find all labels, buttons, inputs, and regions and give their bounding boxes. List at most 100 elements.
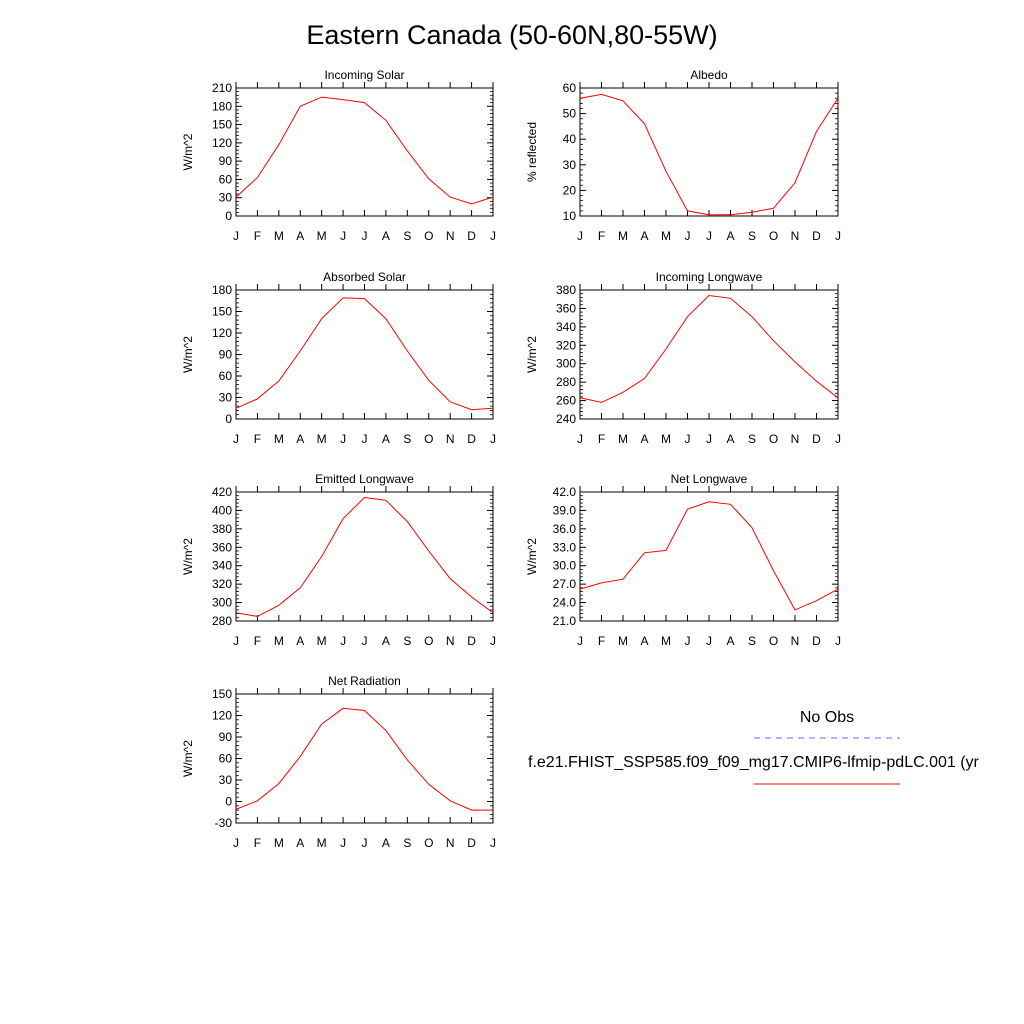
y-tick-label: 260	[556, 394, 576, 408]
y-tick-label: 90	[219, 348, 233, 362]
series-line-incoming-longwave	[579, 294, 839, 403]
panel-title: Net Longwave	[671, 472, 748, 486]
x-tick-label: D	[467, 836, 476, 850]
x-tick-label: N	[446, 836, 455, 850]
y-tick-label: 0	[225, 412, 232, 426]
panel-incoming-solar: Incoming Solar W/m^2 0 30 60 90 120 150 180 210 J F…	[181, 68, 496, 243]
series-line-incoming-solar	[235, 96, 494, 205]
x-tick-label: D	[467, 229, 476, 243]
x-tick-label: J	[577, 229, 583, 243]
series-line-absorbed-solar	[235, 297, 494, 411]
x-tick-label: J	[706, 432, 712, 446]
x-tick-label: J	[490, 432, 496, 446]
x-tick-label: O	[424, 836, 433, 850]
x-tick-label: M	[317, 836, 327, 850]
panel-net-longwave: Net Longwave W/m^2 21.0 24.0 27.0 30.0 33.0 36.…	[525, 472, 841, 648]
figure-title: Eastern Canada (50-60N,80-55W)	[306, 20, 718, 50]
x-tick-label: J	[577, 432, 583, 446]
y-tick-label: 180	[212, 283, 232, 297]
x-tick-label: D	[467, 634, 476, 648]
x-tick-label: N	[791, 432, 800, 446]
y-tick-label: 10	[563, 209, 577, 223]
y-tick-label: 180	[212, 99, 232, 113]
x-tick-label: D	[812, 229, 821, 243]
x-tick-label: M	[274, 634, 284, 648]
y-tick-label: 400	[212, 503, 232, 517]
x-tick-label: A	[640, 634, 648, 648]
y-tick-label: 36.0	[553, 522, 577, 536]
x-tick-label: D	[812, 432, 821, 446]
x-tick-label: J	[340, 432, 346, 446]
x-tick-label: J	[685, 229, 691, 243]
y-tick-label: 39.0	[553, 503, 577, 517]
x-tick-label: D	[467, 432, 476, 446]
y-tick-label: 90	[219, 730, 233, 744]
x-tick-label: A	[382, 432, 390, 446]
y-tick-label: 320	[212, 577, 232, 591]
y-axis-label: W/m^2	[181, 133, 195, 170]
x-tick-label: S	[403, 229, 411, 243]
y-tick-label: 150	[212, 118, 232, 132]
x-tick-label: N	[446, 432, 455, 446]
y-tick-label: 60	[219, 369, 233, 383]
panels-group: Incoming Solar W/m^2 0 30 60 90 120 150 180 210 J F…	[181, 68, 841, 850]
x-tick-label: M	[274, 432, 284, 446]
x-tick-label: J	[685, 432, 691, 446]
x-tick-label: J	[685, 634, 691, 648]
x-tick-label: N	[446, 229, 455, 243]
x-tick-label: J	[490, 229, 496, 243]
x-tick-label: J	[835, 634, 841, 648]
y-tick-label: 150	[212, 687, 232, 701]
series-line-emitted-longwave	[235, 496, 494, 617]
x-tick-label: J	[340, 229, 346, 243]
x-tick-label: N	[791, 634, 800, 648]
x-tick-label: S	[403, 634, 411, 648]
x-tick-label: J	[490, 634, 496, 648]
plot-frame	[235, 491, 494, 622]
x-tick-label: A	[296, 432, 304, 446]
x-tick-label: J	[233, 229, 239, 243]
y-tick-label: 360	[212, 540, 232, 554]
y-tick-label: 300	[212, 596, 232, 610]
x-tick-label: F	[254, 432, 261, 446]
x-tick-label: J	[362, 432, 368, 446]
x-tick-label: A	[296, 229, 304, 243]
x-tick-label: A	[296, 836, 304, 850]
x-tick-label: J	[340, 836, 346, 850]
x-tick-label: O	[424, 432, 433, 446]
y-tick-label: 210	[212, 81, 232, 95]
y-tick-label: 30.0	[553, 559, 577, 573]
x-tick-label: M	[274, 229, 284, 243]
y-tick-label: 120	[212, 326, 232, 340]
plot-frame	[579, 289, 839, 420]
x-tick-label: J	[577, 634, 583, 648]
y-tick-label: 30	[219, 391, 233, 405]
x-tick-label: J	[835, 229, 841, 243]
y-tick-label: 60	[219, 752, 233, 766]
y-tick-label: 42.0	[553, 485, 577, 499]
series-line-albedo	[579, 93, 839, 216]
x-tick-label: M	[618, 432, 628, 446]
plot-frame	[235, 289, 494, 420]
x-tick-label: N	[791, 229, 800, 243]
panel-title: Incoming Longwave	[656, 270, 763, 284]
y-tick-label: 30	[219, 191, 233, 205]
x-tick-label: F	[254, 836, 261, 850]
x-tick-label: J	[362, 634, 368, 648]
x-tick-label: A	[640, 229, 648, 243]
y-tick-label: 90	[219, 154, 233, 168]
x-tick-label: F	[254, 229, 261, 243]
y-tick-label: 60	[219, 172, 233, 186]
y-tick-label: 280	[212, 614, 232, 628]
panel-title: Absorbed Solar	[323, 270, 406, 284]
x-tick-label: J	[490, 836, 496, 850]
x-tick-label: A	[726, 432, 734, 446]
panel-emitted-longwave: Emitted Longwave W/m^2 280 300 320 340 360 380 4…	[181, 472, 496, 648]
x-tick-label: A	[640, 432, 648, 446]
x-tick-label: J	[706, 634, 712, 648]
y-tick-label: 30	[219, 773, 233, 787]
